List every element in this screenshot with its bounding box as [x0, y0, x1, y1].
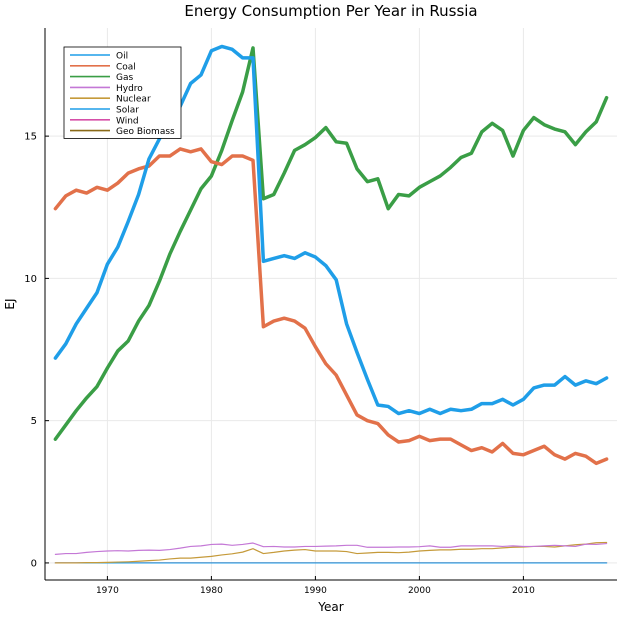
series-line-oil — [53, 44, 609, 416]
legend-label: Nuclear — [116, 95, 151, 105]
y-axis-label: EJ — [3, 298, 17, 309]
legend-label: Geo Biomass — [116, 127, 175, 137]
series-line-gas — [53, 46, 609, 441]
y-tick-label: 15 — [24, 132, 37, 143]
x-tick-label: 1980 — [200, 586, 223, 596]
x-tick-label: 1990 — [304, 586, 327, 596]
series-line-hydro — [54, 542, 608, 555]
series-line-nuclear — [54, 541, 608, 564]
legend-label: Wind — [116, 116, 139, 126]
series-lines — [53, 44, 609, 564]
chart-title: Energy Consumption Per Year in Russia — [184, 2, 477, 20]
x-tick-label: 2010 — [512, 586, 535, 596]
y-tick-label: 0 — [31, 558, 37, 569]
legend-label: Oil — [116, 52, 128, 62]
legend-label: Coal — [116, 62, 136, 72]
x-tick-label: 2000 — [408, 586, 431, 596]
legend-label: Hydro — [116, 84, 143, 94]
y-tick-label: 10 — [24, 274, 37, 285]
y-tick-label: 5 — [31, 416, 37, 427]
x-axis-label: Year — [317, 600, 343, 614]
legend-box — [63, 46, 182, 139]
axes: 1970 1980 1990 2000 2010 0 5 10 15 — [24, 28, 617, 596]
legend-label: Solar — [116, 106, 139, 116]
x-tick-label: 1970 — [96, 586, 119, 596]
legend-label: Gas — [116, 73, 133, 83]
